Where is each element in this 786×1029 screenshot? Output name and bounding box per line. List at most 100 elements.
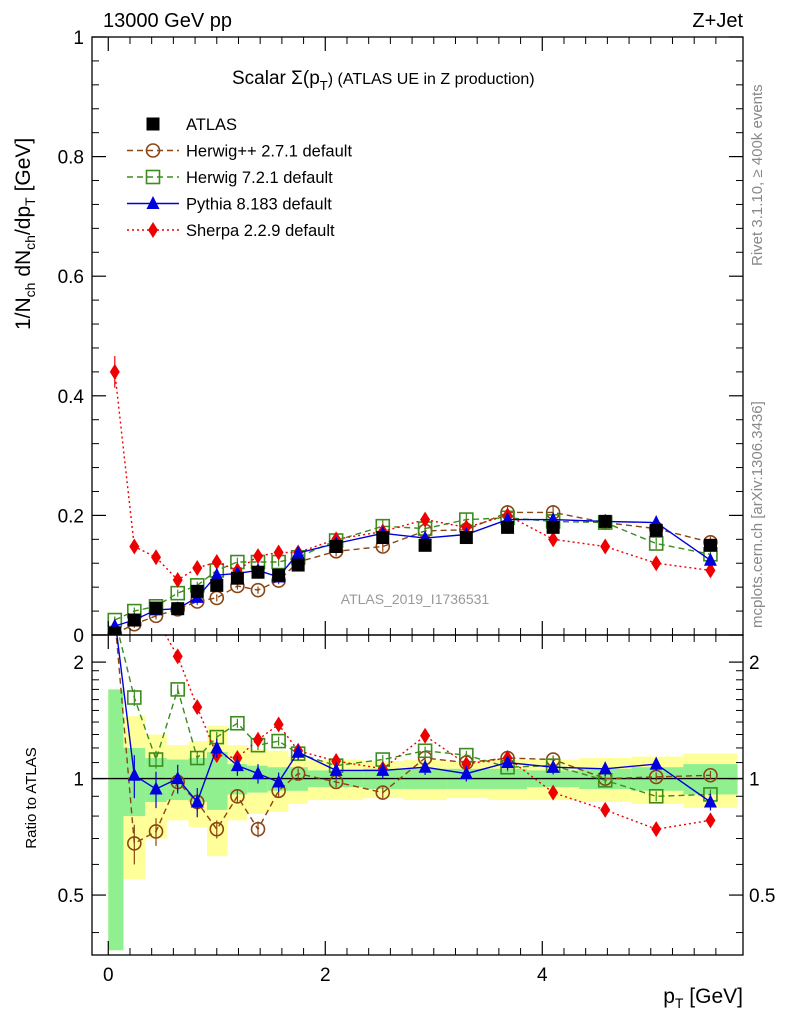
ratio-point-pythia	[376, 762, 390, 776]
point-data	[501, 520, 515, 534]
ratio-point-pythia	[501, 755, 515, 769]
legend: ATLAS Herwig++ 2.7.1 default Herwig 7.2.1 …	[127, 116, 352, 240]
ratio-point-herwig7	[148, 752, 164, 767]
legend-label-pythia: Pythia 8.183 default	[186, 196, 332, 214]
series-sherpa	[109, 356, 716, 588]
point-data	[210, 578, 224, 592]
ratio-point-pythia	[546, 759, 560, 773]
ratio-point-sherpa	[651, 821, 662, 838]
point-pythia	[703, 552, 717, 566]
point-sherpa	[109, 363, 120, 380]
point-data	[251, 565, 265, 579]
point-herwig7	[648, 536, 664, 551]
ratio-point-herwig7	[648, 788, 664, 804]
ratio-point-sherpa	[705, 812, 716, 829]
ratio-point-herwigpp	[375, 785, 391, 800]
point-sherpa	[211, 554, 222, 571]
ratio-ytick-label-right: 0.5	[749, 886, 775, 907]
point-data	[149, 601, 163, 615]
analysis-watermark: ATLAS_2019_I1736531	[341, 591, 490, 607]
ratio-ylabel: Ratio to ATLAS	[23, 747, 40, 848]
point-data	[171, 602, 185, 616]
ratio-ytick-label: 0.5	[58, 886, 84, 907]
point-data	[291, 558, 305, 572]
uncertainty-bands	[108, 689, 738, 951]
ratio-point-herwig7	[127, 690, 142, 705]
main-ytick-label: 1	[73, 28, 84, 49]
point-herwigpp	[250, 582, 266, 598]
main-title: Scalar Σ(pT) (ATLAS UE in Z production)	[232, 68, 535, 93]
ratio-ytick-label-right: 1	[749, 770, 760, 791]
xtick-label: 0	[103, 965, 114, 986]
point-data	[703, 538, 717, 552]
ratio-point-herwigpp	[148, 824, 164, 839]
point-sherpa	[705, 562, 716, 579]
ratio-point-pythia	[149, 781, 163, 795]
legend-label-herwigpp: Herwig++ 2.7.1 default	[186, 143, 352, 161]
band-inner	[188, 758, 208, 802]
ratio-plot-layer	[92, 635, 743, 951]
ratio-frame	[91, 634, 744, 956]
point-sherpa	[548, 531, 559, 548]
point-sherpa	[151, 549, 162, 566]
ratio-point-pythia	[459, 766, 473, 780]
point-sherpa	[600, 538, 611, 555]
point-data	[649, 523, 663, 537]
point-data	[272, 568, 286, 582]
ratio-point-pythia	[329, 762, 343, 776]
point-pythia	[210, 567, 224, 581]
point-sherpa	[129, 538, 140, 555]
ratio-point-herwig7	[230, 715, 245, 731]
ratio-point-pythia	[251, 766, 265, 780]
ratio-ytick-label-right: 2	[749, 653, 760, 674]
ratio-point-pythia	[210, 740, 224, 754]
main-ytick-label: 0.8	[58, 148, 84, 169]
ratio-point-pythia	[598, 761, 612, 775]
series-line-sherpa	[114, 371, 711, 581]
ratio-point-sherpa	[600, 801, 611, 818]
point-data	[108, 626, 122, 635]
ratio-point-pythia	[649, 756, 663, 770]
ratio-point-sherpa	[192, 699, 203, 716]
ratio-point-pythia	[703, 794, 717, 808]
legend-marker-herwig7	[145, 169, 161, 185]
ratio-ytick-label: 1	[73, 770, 84, 791]
ratio-point-pythia	[418, 759, 432, 773]
ratio-point-herwigpp	[703, 767, 718, 783]
point-data	[418, 538, 432, 552]
xtick-label: 4	[537, 965, 548, 986]
ratio-point-sherpa	[273, 716, 284, 733]
ratio-point-herwig7	[189, 750, 205, 766]
ratio-point-herwig7	[271, 733, 286, 749]
ratio-point-sherpa	[172, 648, 183, 665]
ratio-point-pythia	[272, 774, 286, 788]
point-data	[546, 520, 560, 534]
mcplots-label: mcplots.cern.ch [arXiv:1306.3436]	[749, 401, 766, 628]
point-data	[329, 539, 343, 553]
main-ytick-label: 0	[73, 626, 84, 647]
ratio-series-pythia	[116, 635, 717, 818]
main-ytick-label: 0.2	[58, 506, 84, 527]
point-sherpa	[651, 555, 662, 572]
point-sherpa	[253, 548, 264, 565]
ratio-point-sherpa	[548, 784, 559, 801]
axes-layer: 0 0.2 0.4 0.6 0.8 1 0 2 4 0.5 0.5 1 1 2 2	[58, 28, 776, 986]
legend-marker-pythia	[146, 196, 160, 209]
ratio-point-herwigpp	[127, 836, 142, 851]
series-data	[108, 514, 717, 635]
band-inner	[227, 764, 248, 795]
band-inner	[207, 752, 228, 810]
series-herwigpp	[107, 505, 718, 635]
point-data	[230, 571, 244, 585]
header-right: Z+Jet	[692, 10, 743, 32]
point-data	[190, 584, 204, 598]
ratio-point-sherpa	[331, 753, 342, 770]
main-ytick-label: 0.4	[58, 387, 85, 408]
point-sherpa	[192, 560, 203, 577]
ratio-point-sherpa	[253, 731, 264, 748]
ratio-point-sherpa	[461, 756, 472, 773]
main-ylabel: 1/Nch dNch/dpT [GeV]	[12, 138, 38, 330]
ratio-point-herwig7	[417, 743, 433, 759]
ratio-point-herwigpp	[250, 821, 266, 837]
